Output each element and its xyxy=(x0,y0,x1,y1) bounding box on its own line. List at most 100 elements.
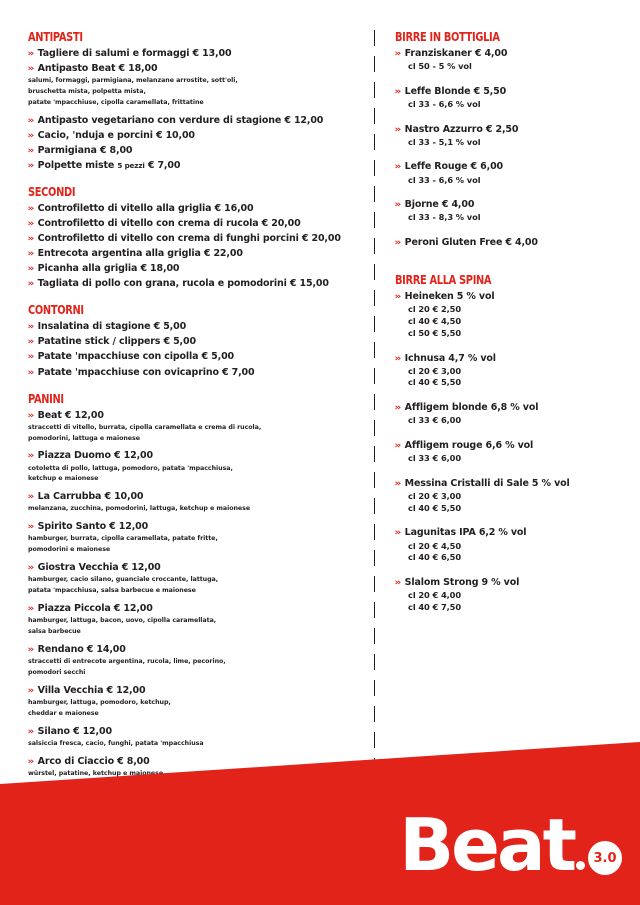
menu-item-line: » Patate 'mpacchiuse con cipolla € 5,00 xyxy=(27,350,368,364)
menu-item-description: pomodorini e maionese xyxy=(28,546,111,554)
menu-item: » Picanha alla griglia € 18,00 xyxy=(27,262,368,276)
menu-item: » Cacio, 'nduja e porcini € 10,00 xyxy=(27,129,368,143)
menu-item-line: » Polpette miste 5 pezzi € 7,00 xyxy=(27,159,368,173)
menu-item-description: pomodorini, lattuga e maionese xyxy=(28,434,140,442)
bullet-arrow-icon: » xyxy=(27,146,35,156)
menu-item: » Patate 'mpacchiuse con ovicaprino € 7,0… xyxy=(27,366,368,380)
menu-item-description: würstel, patatine, ketchup e maionese xyxy=(28,770,164,778)
menu-item-name: Piazza Duomo € 12,00 xyxy=(37,450,153,462)
beverage-item-line: » Lagunitas IPA 6,2 % vol xyxy=(394,526,617,540)
bullet-arrow-icon: » xyxy=(27,219,35,230)
menu-item-description: straccetti di entrecote argentina, rucol… xyxy=(28,658,226,666)
menu-item-line: » Piazza Duomo € 12,00 xyxy=(27,449,368,463)
bullet-arrow-icon: » xyxy=(27,249,35,260)
menu-item-name: Cacio, 'nduja e porcini € 10,00 xyxy=(37,129,195,141)
menu-item-description: pomodori secchi xyxy=(28,669,86,677)
beverage-item: » Affligem blonde 6,8 % vol cl 33 € 6,00 xyxy=(394,401,617,427)
menu-item-name: La Carrubba € 10,00 xyxy=(37,491,144,503)
menu-item-line: » Beat € 12,00 xyxy=(27,409,368,423)
beverage-size-price: cl 40 € 6,50 xyxy=(408,552,462,563)
menu-item-description: hamburger, lattuga, pomodoro, ketchup, xyxy=(28,699,171,707)
menu-item-description: melanzana, zucchina, pomodorini, lattuga… xyxy=(28,505,251,513)
menu-item-line: » Controfiletto di vitello con crema di r… xyxy=(27,217,368,231)
beverage-item-line: » Peroni Gluten Free € 4,00 xyxy=(394,236,617,250)
menu-item-name: Tagliere di salumi e formaggi € 13,00 xyxy=(37,48,232,59)
beverage-size-price: cl 20 € 3,00 xyxy=(408,490,462,501)
menu-item-name: Patate 'mpacchiuse con ovicaprino € 7,00 xyxy=(37,366,255,378)
beverage-size-price: cl 33 - 8,3 % vol xyxy=(408,212,481,223)
bullet-arrow-icon: » xyxy=(27,161,35,172)
bullet-arrow-icon: » xyxy=(27,115,35,126)
beverage-item: » Messina Cristalli di Sale 5 % vol cl 20 … xyxy=(394,477,617,515)
bullet-arrow-icon: » xyxy=(27,604,35,615)
menu-item-line: » Entrecota argentina alla griglia € 22,0… xyxy=(27,247,368,261)
bullet-arrow-icon: » xyxy=(27,322,35,333)
menu-item-description: ketchup e maionese xyxy=(28,475,99,483)
menu-item-name: Entrecota argentina alla griglia € 22,00 xyxy=(37,248,243,260)
logo-text: Beat xyxy=(399,803,577,888)
menu-item-name: Parmigiana € 8,00 xyxy=(37,145,133,156)
bullet-arrow-icon: » xyxy=(27,352,35,363)
menu-item-quantity: 5 pezzi xyxy=(117,161,145,171)
bullet-arrow-icon: » xyxy=(27,49,35,59)
beverage-size-price: cl 50 € 5,50 xyxy=(408,327,462,338)
menu-item-name: Silano € 12,00 xyxy=(37,726,112,737)
beverage-item: » Slalom Strong 9 % vol cl 20 € 4,00 cl 40 … xyxy=(394,576,617,614)
bullet-arrow-icon: » xyxy=(394,162,402,173)
menu-item-description: salumi, formaggi, parmigiana, melanzane … xyxy=(28,77,238,85)
bullet-arrow-icon: » xyxy=(27,451,35,462)
menu-item: » Beat € 12,00 straccetti di vitello, burr… xyxy=(27,409,368,444)
beverage-item-line: » Ichnusa 4,7 % vol xyxy=(394,352,617,366)
menu-item-line: » Tagliata di pollo con grana, rucola e p… xyxy=(27,277,368,291)
bullet-arrow-icon: » xyxy=(27,492,35,503)
menu-item-line: » Antipasto Beat € 18,00 xyxy=(27,62,368,76)
menu-item-line: » Controfiletto di vitello con crema di f… xyxy=(27,232,368,246)
menu-item: » Silano € 12,00 salsiccia fresca, cacio, … xyxy=(27,725,368,749)
beverage-item-line: » Leffe Blonde € 5,50 xyxy=(394,85,617,99)
right-column: BIRRE IN BOTTIGLIA» Franziskaner € 4,00 cl… xyxy=(394,26,617,785)
section-heading: BIRRE ALLA SPINA xyxy=(395,273,492,288)
beverage-item-name: Affligem blonde 6,8 % vol xyxy=(404,402,539,414)
menu-item-name: Insalatina di stagione € 5,00 xyxy=(37,321,187,333)
menu-item-line: » Arco di Ciaccio € 8,00 xyxy=(27,755,368,769)
menu-item-name: Spirito Santo € 12,00 xyxy=(37,521,149,533)
bullet-arrow-icon: » xyxy=(394,200,402,211)
bullet-arrow-icon: » xyxy=(27,234,35,245)
beverage-item-name: Affligem rouge 6,6 % vol xyxy=(404,440,534,452)
menu-item-line: » Cacio, 'nduja e porcini € 10,00 xyxy=(27,129,368,143)
beverage-size-price: cl 40 € 7,50 xyxy=(408,601,462,612)
beverage-size-price: cl 33 € 6,00 xyxy=(408,453,462,464)
left-column: ANTIPASTI» Tagliere di salumi e formaggi … xyxy=(16,26,368,785)
menu-item: » Antipasto Beat € 18,00 salumi, formaggi,… xyxy=(27,62,368,108)
menu-item-line: » Patate 'mpacchiuse con ovicaprino € 7,0… xyxy=(27,366,368,380)
beverage-item: » Bjorne € 4,00 cl 33 - 8,3 % vol xyxy=(394,198,617,224)
menu-item-description: bruschetta mista, polpetta mista, xyxy=(28,88,146,96)
beverage-item-line: » Affligem rouge 6,6 % vol xyxy=(394,439,617,453)
bullet-arrow-icon: » xyxy=(394,403,402,414)
menu-item-name: Rendano € 14,00 xyxy=(37,644,126,656)
menu-item: » Piazza Piccola € 12,00 hamburger, lattug… xyxy=(27,602,368,637)
menu-item-description: patata 'mpacchiusa, salsa barbecue e mai… xyxy=(28,587,196,595)
version-badge: 3.0 xyxy=(588,841,622,875)
menu-item-name: Arco di Ciaccio € 8,00 xyxy=(37,755,150,767)
menu-item: » Polpette miste 5 pezzi € 7,00 xyxy=(27,159,368,173)
bullet-arrow-icon: » xyxy=(27,337,35,348)
menu-item-name: Controfiletto di vitello con crema di fu… xyxy=(37,233,341,245)
beverage-size-price: cl 40 € 5,50 xyxy=(408,502,462,513)
menu-item-line: » Picanha alla griglia € 18,00 xyxy=(27,262,368,276)
bullet-arrow-icon: » xyxy=(27,563,35,574)
bullet-arrow-icon: » xyxy=(27,64,35,75)
beverage-item: » Franziskaner € 4,00 cl 50 - 5 % vol xyxy=(394,47,617,73)
menu-item: » Tagliata di pollo con grana, rucola e p… xyxy=(27,277,368,291)
beverage-size-price: cl 20 € 2,50 xyxy=(408,304,462,315)
menu-item-line: » Rendano € 14,00 xyxy=(27,643,368,657)
menu-item: » Entrecota argentina alla griglia € 22,0… xyxy=(27,247,368,261)
menu-item-name: Controfiletto di vitello alla griglia € … xyxy=(37,203,254,215)
beverage-item-line: » Nastro Azzurro € 2,50 xyxy=(394,123,617,137)
beverage-item-line: » Slalom Strong 9 % vol xyxy=(394,576,617,590)
menu-item-line: » La Carrubba € 10,00 xyxy=(27,490,368,504)
beverage-item: » Peroni Gluten Free € 4,00 xyxy=(394,236,617,250)
beverage-item-name: Heineken 5 % vol xyxy=(404,291,495,303)
menu-item-description: cotoletta di pollo, lattuga, pomodoro, p… xyxy=(28,464,233,472)
beverage-size-price: cl 20 € 3,00 xyxy=(408,365,462,376)
